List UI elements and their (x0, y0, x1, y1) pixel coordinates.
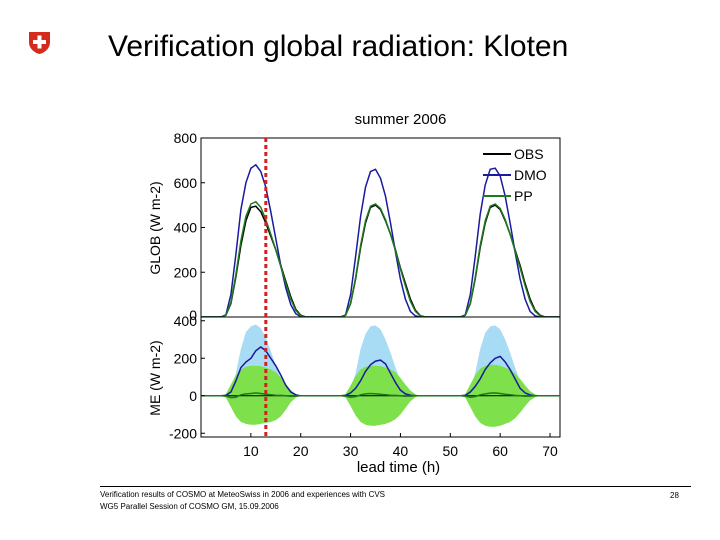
y-tick-label-bottom: 200 (174, 350, 198, 366)
legend-label-dmo: DMO (514, 167, 547, 183)
y-tick-label-bottom: 0 (189, 388, 197, 404)
x-tick-label: 30 (343, 443, 359, 459)
y-tick-label-bottom: 400 (174, 313, 198, 329)
swiss-cross-logo-icon (29, 32, 50, 54)
x-tick-label: 50 (443, 443, 459, 459)
y-tick-label-bottom: -200 (169, 425, 197, 441)
legend-label-obs: OBS (514, 146, 544, 162)
x-tick-label: 70 (542, 443, 558, 459)
y-axis-label-top: GLOB (W m-2) (147, 181, 163, 274)
page-title: Verification global radiation: Kloten (108, 30, 569, 63)
series-line-pp (201, 200, 560, 318)
chart-title: summer 2006 (355, 111, 447, 128)
y-tick-label-top: 400 (174, 220, 198, 236)
x-tick-label: 10 (243, 443, 259, 459)
top-panel-frame (200, 137, 561, 318)
footer-divider (100, 486, 691, 487)
page-number: 28 (670, 491, 679, 500)
y-tick-label-top: 600 (174, 175, 198, 191)
me-line-pp (201, 392, 560, 399)
y-axis-label-bottom: ME (W m-2) (147, 340, 163, 415)
legend-label-pp: PP (514, 188, 533, 204)
y-tick-label-top: 800 (174, 130, 198, 146)
series-line-dmo (201, 163, 560, 318)
x-tick-label: 60 (492, 443, 508, 459)
me-line-dmo (201, 346, 560, 397)
x-axis-label: lead time (h) (357, 459, 440, 476)
footer-line-1: Verification results of COSMO at MeteoSw… (100, 490, 386, 499)
y-tick-label-top: 200 (174, 264, 198, 280)
x-tick-label: 40 (393, 443, 409, 459)
footer-line-2: WG5 Parallel Session of COSMO GM, 15.09.… (100, 502, 279, 511)
y-tick-label-top: 0 (189, 307, 197, 323)
x-tick-label: 20 (293, 443, 309, 459)
